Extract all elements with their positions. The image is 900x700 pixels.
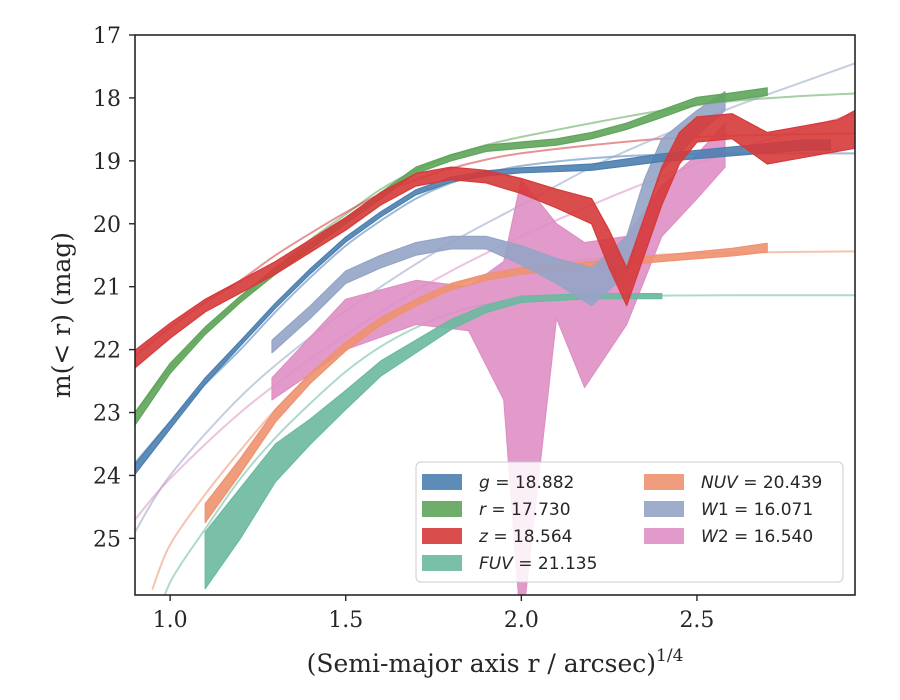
y-tick-label: 20 bbox=[93, 213, 121, 238]
band-2 bbox=[135, 109, 855, 369]
x-axis-label: (Semi-major axis r / arcsec)1/4 bbox=[307, 646, 684, 678]
legend-label: W2 = 16.540 bbox=[701, 527, 813, 547]
legend-frame bbox=[415, 461, 844, 583]
legend-label: g = 18.882 bbox=[479, 473, 574, 493]
series-layer bbox=[135, 62, 855, 595]
plot-frame bbox=[134, 34, 856, 596]
x-tick-label: 1.0 bbox=[153, 608, 188, 633]
y-tick-label: 17 bbox=[93, 24, 121, 49]
legend-swatch bbox=[422, 501, 462, 517]
y-tick-label: 25 bbox=[93, 527, 121, 552]
legend-label: r = 17.730 bbox=[479, 500, 571, 520]
legend-label: NUV = 20.439 bbox=[701, 473, 822, 493]
legend-swatch bbox=[422, 474, 462, 490]
legend-swatch bbox=[644, 474, 684, 490]
band-3 bbox=[204, 293, 663, 590]
x-axis-label-text: (Semi-major axis r / arcsec) bbox=[307, 649, 656, 678]
axes-layer: 1.0 1.5 2.0 2.5 17 18 19 20 21 22 23 24 25 bbox=[93, 24, 714, 633]
legend-swatch bbox=[422, 555, 462, 571]
legend-swatch bbox=[644, 501, 684, 517]
x-axis-label-superscript: 1/4 bbox=[656, 646, 683, 666]
y-axis-label: m(< r) (mag) bbox=[47, 232, 76, 398]
band-5 bbox=[271, 91, 726, 354]
x-tick-label: 2.5 bbox=[679, 608, 714, 633]
y-tick-label: 22 bbox=[93, 339, 121, 364]
y-tick-label: 24 bbox=[93, 464, 121, 489]
y-tick-label: 18 bbox=[93, 87, 121, 112]
legend-label: FUV = 21.135 bbox=[479, 554, 597, 574]
y-tick-label: 21 bbox=[93, 276, 121, 301]
legend: g = 18.882 r = 17.730 z = 18.564 FUV = 21.1… bbox=[415, 461, 844, 583]
x-tick-label: 2.0 bbox=[504, 608, 539, 633]
legend-swatch bbox=[422, 528, 462, 544]
legend-label: W1 = 16.071 bbox=[701, 500, 813, 520]
legend-swatch bbox=[644, 528, 684, 544]
band-4 bbox=[204, 242, 768, 524]
y-tick-label: 23 bbox=[93, 402, 121, 427]
legend-label: z = 18.564 bbox=[478, 527, 572, 547]
y-tick-label: 19 bbox=[93, 150, 121, 175]
x-tick-label: 1.5 bbox=[328, 608, 363, 633]
